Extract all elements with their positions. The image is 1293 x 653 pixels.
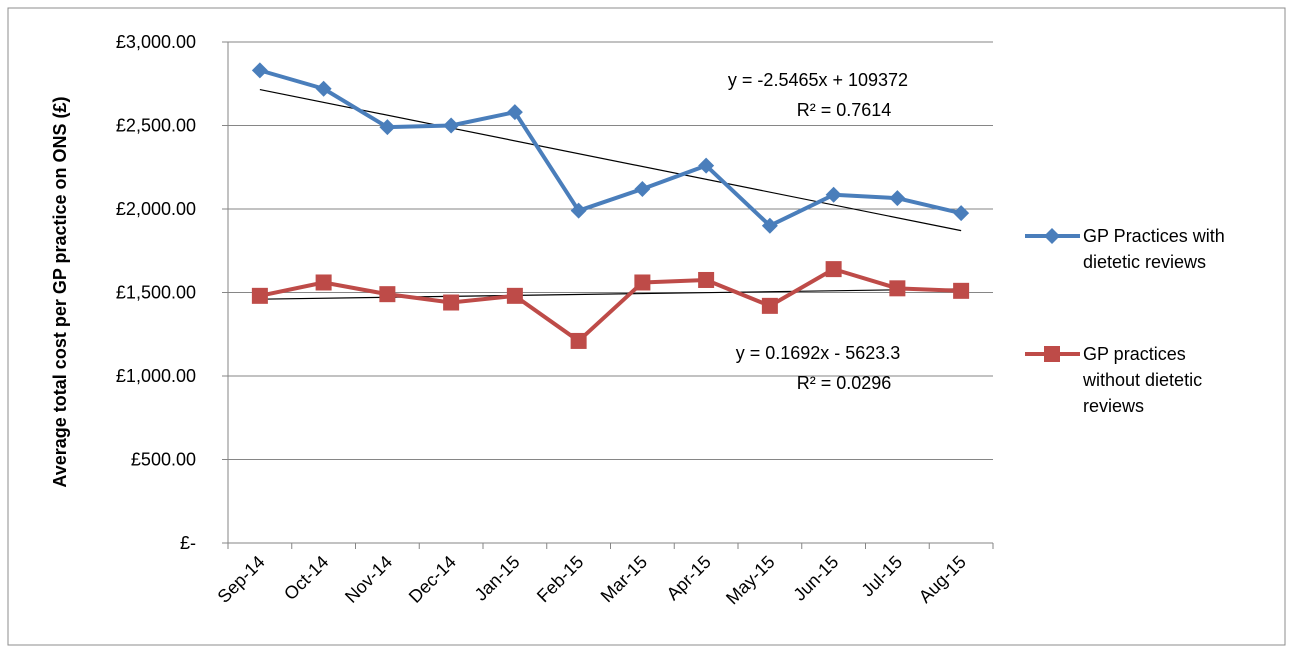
legend-marker — [1044, 346, 1060, 362]
marker — [953, 282, 970, 299]
marker — [379, 286, 396, 303]
chart-border — [7, 7, 1286, 646]
marker — [953, 205, 970, 222]
y-tick-label: £- — [180, 533, 196, 553]
marker — [443, 294, 460, 311]
series-line — [259, 68, 962, 228]
marker — [506, 287, 523, 304]
marker — [315, 80, 332, 97]
y-tick-label: £2,000.00 — [116, 199, 196, 219]
y-tick-label: £1,500.00 — [116, 283, 196, 303]
y-tick-label: £500.00 — [131, 450, 196, 470]
marker — [634, 274, 651, 291]
marker — [379, 119, 396, 136]
marker — [443, 117, 460, 134]
legend-label: GP Practices with dietetic reviews — [1083, 226, 1225, 272]
marker — [698, 271, 715, 288]
marker — [506, 104, 523, 121]
legend-label: GP practices without dietetic reviews — [1083, 344, 1203, 416]
marker — [825, 261, 842, 278]
y-tick-label: £1,000.00 — [116, 366, 196, 386]
legend-marker — [1044, 228, 1060, 244]
y-tick-label: £2,500.00 — [116, 116, 196, 136]
trend-equation: y = -2.5465x + 109372 — [728, 70, 908, 90]
trend-equation: y = 0.1692x - 5623.3 — [736, 343, 901, 363]
marker — [889, 280, 906, 297]
marker — [889, 190, 906, 207]
trend-r2: R² = 0.7614 — [797, 100, 892, 120]
marker — [251, 62, 268, 79]
y-tick-label: £3,000.00 — [116, 32, 196, 52]
marker — [825, 186, 842, 203]
trendline — [259, 288, 962, 300]
marker — [634, 180, 651, 197]
marker — [570, 332, 587, 349]
trendline — [259, 88, 962, 232]
marker — [698, 157, 715, 174]
marker — [570, 202, 587, 219]
marker — [761, 297, 778, 314]
y-axis-title: Average total cost per GP practice on ON… — [50, 96, 70, 487]
marker — [761, 217, 778, 234]
series-line — [259, 267, 962, 343]
trend-r2: R² = 0.0296 — [797, 373, 892, 393]
marker — [251, 287, 268, 304]
marker — [315, 274, 332, 291]
